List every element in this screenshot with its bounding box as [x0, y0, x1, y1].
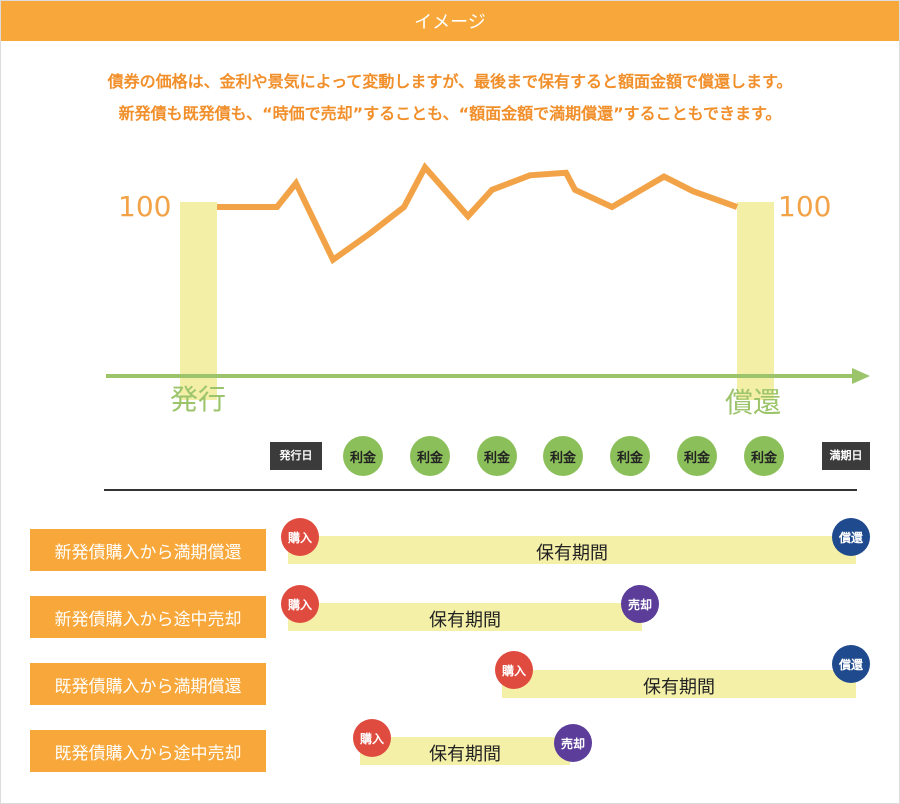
coupon-icon: 利金 [543, 436, 583, 476]
time-axis-arrow [852, 368, 870, 384]
scenario-1-holding-text: 保有期間 [536, 543, 608, 564]
scenario-3-holding-text: 保有期間 [643, 677, 715, 698]
scenario-3-label: 既発債購入から満期償還 [30, 663, 266, 705]
price-line [217, 162, 739, 265]
scenario-1-label: 新発債購入から満期償還 [30, 529, 266, 571]
header-title: イメージ [414, 12, 486, 33]
scenario-4-holding-bar [360, 737, 570, 765]
scenario-2-buy-badge: 購入 [281, 585, 319, 623]
scenario-3-holding-bar [502, 670, 856, 698]
coupon-icon: 利金 [410, 436, 450, 476]
scenario-2-label: 新発債購入から途中売却 [30, 596, 266, 638]
scenario-1-holding-bar [288, 536, 856, 564]
coupon-icon: 利金 [677, 436, 717, 476]
timeline-divider [104, 489, 857, 491]
scenario-1-buy-badge: 購入 [281, 518, 319, 556]
scenario-4-holding-text: 保有期間 [429, 744, 501, 765]
scenario-4-sell-badge: 売却 [554, 724, 592, 762]
scenario-3-buy-badge: 購入 [495, 651, 533, 689]
start-value-label: 100 [118, 190, 172, 223]
intro-line-2: 新発債も既発債も、“時価で売却”することも、“額面金額で満期償還”することもでき… [118, 104, 782, 123]
issue-label: 発行 [170, 383, 227, 416]
coupon-icon: 利金 [744, 436, 784, 476]
scenario-3-redeem-badge: 償還 [832, 645, 870, 683]
redemption-label: 償還 [725, 386, 782, 419]
coupon-icon: 利金 [477, 436, 517, 476]
scenario-2-sell-badge: 売却 [621, 585, 659, 623]
maturity-date-tag: 満期日 [822, 442, 870, 470]
scenario-2-holding-bar [288, 603, 642, 631]
scenario-1-redeem-badge: 償還 [832, 518, 870, 556]
intro-line-1: 債券の価格は、金利や景気によって変動しますが、最後まで保有すると額面金額で償還し… [107, 72, 793, 91]
redemption-pillar [737, 202, 774, 400]
issue-date-tag: 発行日 [270, 442, 322, 470]
header-bar: イメージ [1, 1, 899, 41]
scenario-4-label: 既発債購入から途中売却 [30, 730, 266, 772]
coupon-icon: 利金 [343, 436, 383, 476]
issue-pillar [180, 202, 217, 400]
scenario-2-holding-text: 保有期間 [429, 610, 501, 631]
coupon-icon: 利金 [610, 436, 650, 476]
price-chart [106, 162, 870, 400]
scenario-4-buy-badge: 購入 [353, 719, 391, 757]
end-value-label: 100 [778, 190, 832, 223]
